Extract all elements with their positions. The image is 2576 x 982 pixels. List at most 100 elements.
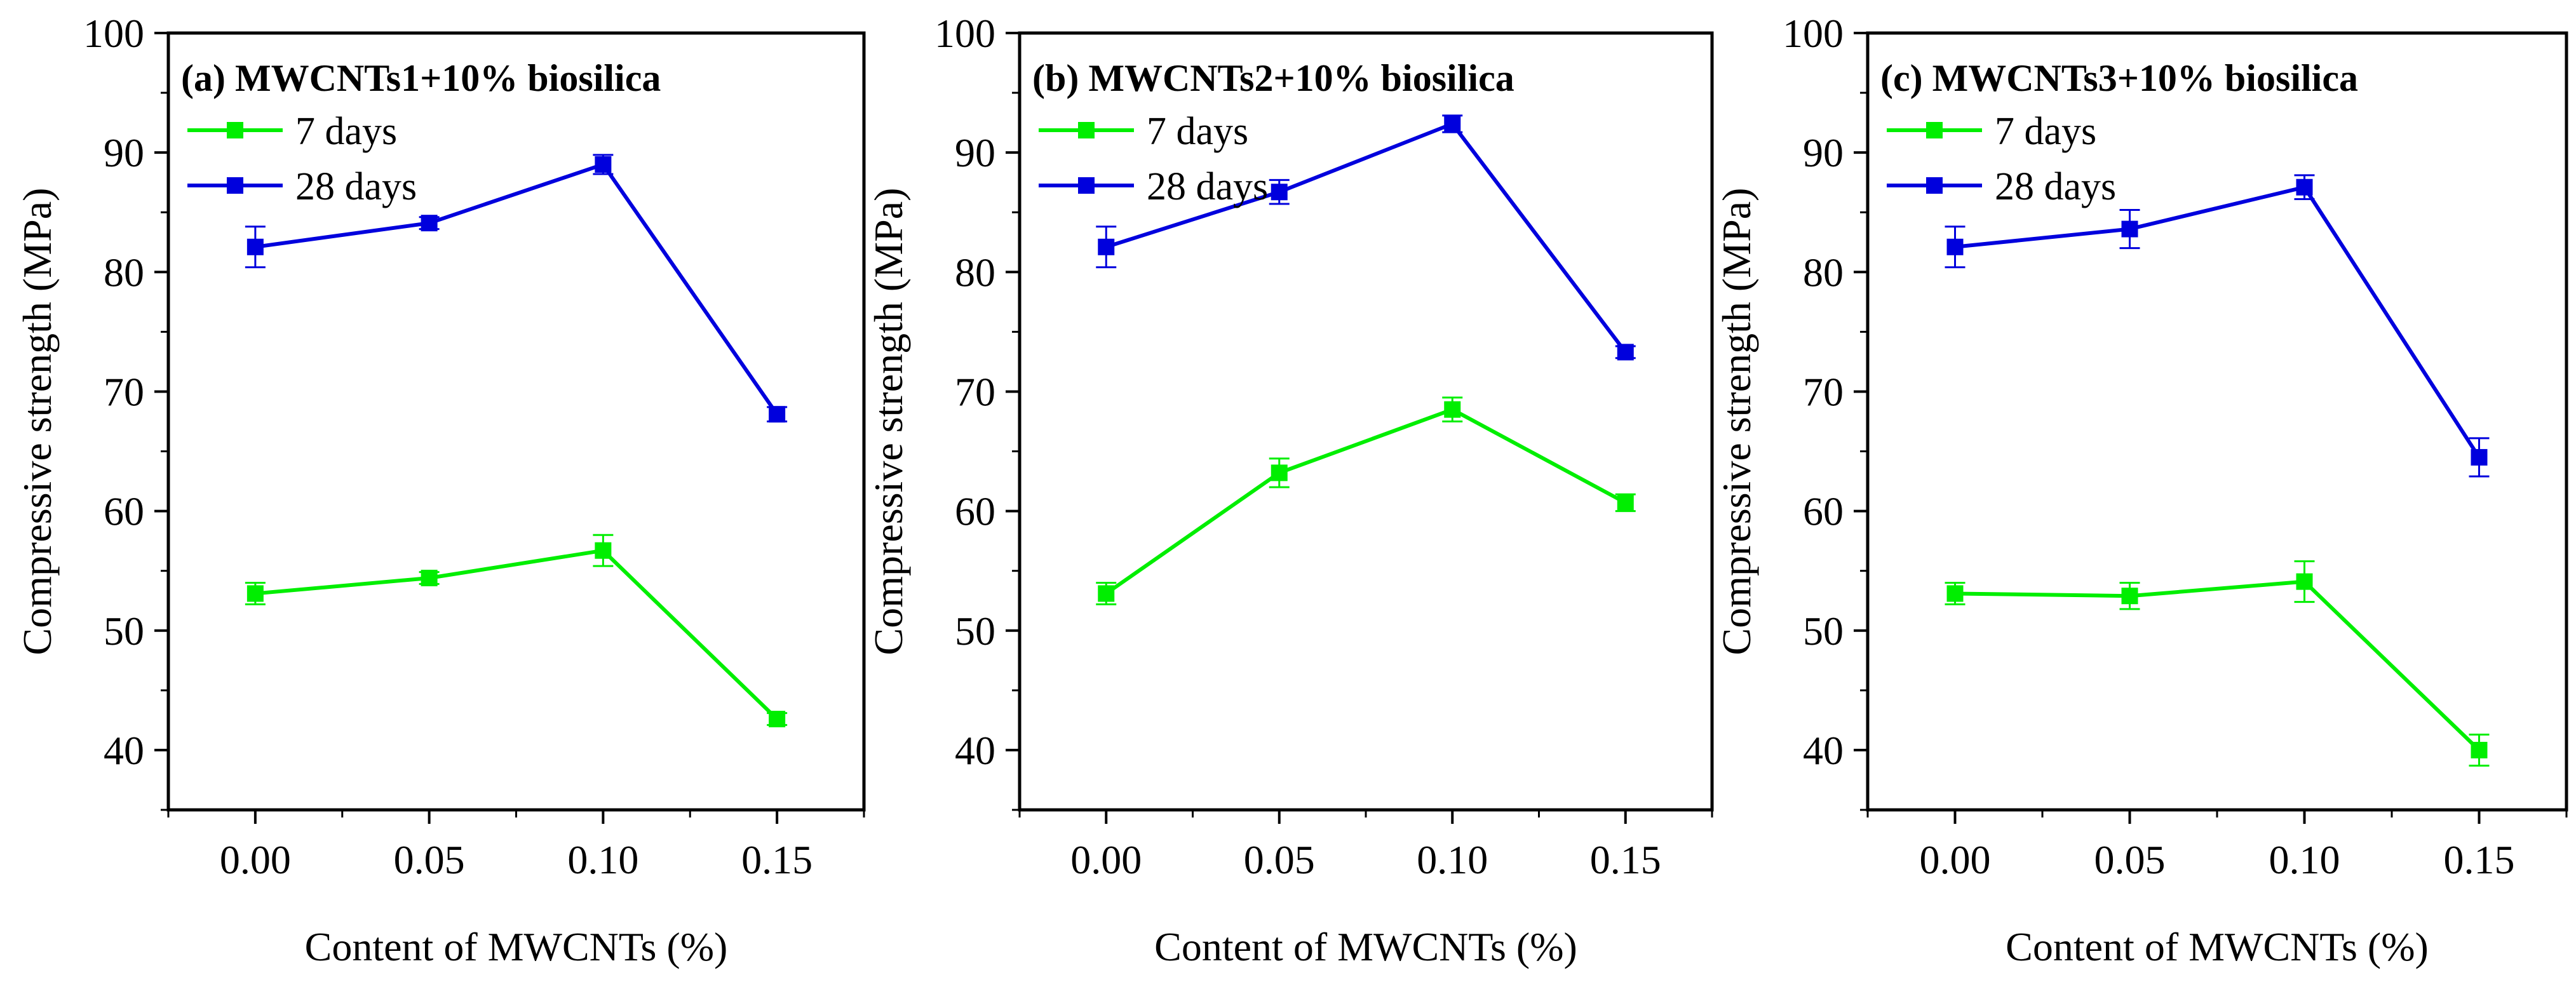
y-tick-label: 80	[1803, 250, 1844, 295]
x-tick-label: 0.05	[394, 837, 465, 882]
chart-panel-2: 40 50 60 70 80 90 100 0.00 0.05 0.10 0.15 Content o…	[866, 11, 1714, 969]
x-tick-label: 0.15	[741, 837, 813, 882]
data-point	[769, 711, 786, 728]
x-tick-label: 0.15	[1590, 837, 1661, 882]
legend-item-7-days: 7 days	[1887, 110, 2096, 153]
legend-marker	[1926, 122, 1943, 138]
data-point	[1946, 585, 1964, 602]
y-tick-label: 40	[955, 728, 995, 773]
y-tick-label: 70	[1803, 369, 1844, 414]
legend-label: 7 days	[1995, 110, 2096, 153]
x-tick-label: 0.00	[1920, 837, 1991, 882]
series-line	[1955, 185, 2481, 459]
y-axis-title: Compressive strength (MPa)	[1714, 188, 1759, 656]
chart-panel-3: 40 50 60 70 80 90 100 0.00 0.05 0.10 0.15 Content o…	[1714, 11, 2568, 969]
legend-item-28-days: 28 days	[1887, 165, 2116, 208]
x-axis-title: Content of MWCNTs (%)	[1154, 924, 1577, 969]
data-point	[2121, 588, 2138, 605]
panel-title: (a) MWCNTs1+10% biosilica	[181, 57, 661, 99]
y-tick-label: 40	[104, 728, 144, 773]
y-tick-label: 100	[934, 11, 995, 56]
data-point	[1271, 184, 1288, 201]
plot-frame	[1866, 31, 2568, 812]
plot-frame	[166, 31, 866, 812]
series-7-days	[1945, 560, 2490, 767]
y-axis-title: Compressive strength (MPa)	[15, 188, 60, 656]
x-tick-label: 0.10	[567, 837, 638, 882]
y-tick-label: 80	[104, 250, 144, 295]
series-28-days	[1096, 114, 1636, 361]
panel-title: (c) MWCNTs3+10% biosilica	[1880, 57, 2358, 99]
legend-marker	[227, 122, 243, 138]
y-tick-label: 60	[1803, 489, 1844, 534]
y-axis-title: Compressive strength (MPa)	[866, 188, 911, 656]
data-point	[2296, 573, 2313, 590]
x-tick-label: 0.10	[1417, 837, 1488, 882]
series-line	[255, 548, 779, 721]
plot-frame	[1018, 31, 1714, 812]
series-line	[1105, 407, 1627, 595]
series-7-days	[1096, 396, 1636, 605]
data-point	[421, 215, 438, 232]
y-tick-label: 80	[955, 250, 995, 295]
data-point	[1617, 344, 1634, 361]
series-line	[255, 162, 779, 415]
data-point	[1098, 238, 1115, 255]
x-tick-label: 0.00	[220, 837, 291, 882]
legend-label: 28 days	[1995, 165, 2116, 208]
legend-item-28-days: 28 days	[1039, 165, 1268, 208]
series-line	[1955, 579, 2481, 752]
data-point	[246, 585, 264, 602]
y-tick-label: 60	[955, 489, 995, 534]
legend-item-7-days: 7 days	[187, 110, 397, 153]
data-point	[1098, 585, 1115, 602]
x-axis-title: Content of MWCNTs (%)	[305, 924, 728, 969]
series-28-days	[245, 154, 788, 423]
legend-marker	[1926, 177, 1943, 194]
data-point	[769, 406, 786, 423]
legend-label: 28 days	[295, 165, 417, 208]
y-tick-label: 40	[1803, 728, 1844, 773]
data-point	[595, 542, 612, 559]
data-point	[246, 238, 264, 255]
series-line	[1105, 121, 1628, 354]
data-point	[1444, 115, 1461, 132]
x-tick-label: 0.00	[1070, 837, 1142, 882]
data-point	[2471, 448, 2488, 466]
y-tick-label: 60	[104, 489, 144, 534]
legend-label: 7 days	[1147, 110, 1248, 153]
y-tick-label: 90	[1803, 130, 1844, 175]
legend-label: 7 days	[295, 110, 397, 153]
legend-marker	[1078, 122, 1095, 138]
data-point	[2471, 741, 2488, 758]
data-point	[421, 569, 438, 586]
legend-item-7-days: 7 days	[1039, 110, 1248, 153]
legend-label: 28 days	[1147, 165, 1268, 208]
data-point	[1271, 464, 1288, 481]
y-tick-label: 70	[955, 369, 995, 414]
data-point	[595, 156, 612, 173]
x-tick-label: 0.05	[1244, 837, 1315, 882]
legend-marker	[1078, 177, 1095, 194]
x-tick-label: 0.15	[2444, 837, 2515, 882]
legend-marker	[227, 177, 243, 194]
series-7-days	[245, 534, 788, 728]
data-point	[1946, 238, 1964, 255]
y-tick-label: 90	[955, 130, 995, 175]
y-tick-label: 50	[1803, 609, 1844, 654]
data-point	[2121, 220, 2138, 238]
x-tick-label: 0.05	[2094, 837, 2166, 882]
y-tick-label: 50	[955, 609, 995, 654]
x-tick-label: 0.10	[2269, 837, 2340, 882]
y-tick-label: 50	[104, 609, 144, 654]
series-28-days	[1945, 174, 2490, 478]
y-tick-label: 100	[83, 11, 144, 56]
chart-panel-1: 40 50 60 70 80 90 100 0.00 0.05 0.10 0.15 Content o…	[15, 11, 866, 969]
y-tick-label: 100	[1783, 11, 1844, 56]
data-point	[1444, 401, 1461, 418]
y-tick-label: 70	[104, 369, 144, 414]
data-point	[2296, 178, 2313, 196]
y-tick-label: 90	[104, 130, 144, 175]
panel-title: (b) MWCNTs2+10% biosilica	[1032, 57, 1514, 99]
legend-item-28-days: 28 days	[187, 165, 417, 208]
